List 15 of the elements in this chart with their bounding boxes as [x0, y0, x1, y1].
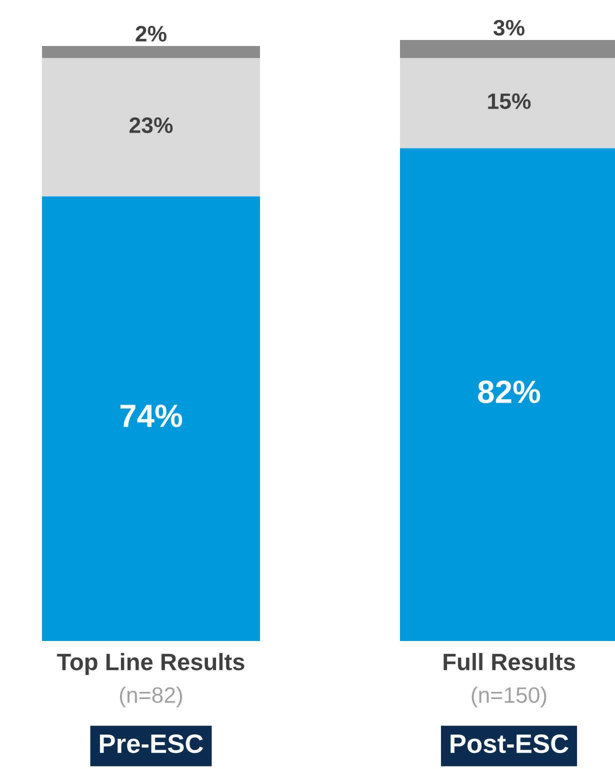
- x-tick-label: Top Line Results: [57, 652, 244, 676]
- bar: [42, 196, 260, 641]
- bar: [42, 58, 260, 196]
- text: Pre-ESC: [100, 734, 204, 754]
- text: (n=150): [472, 686, 546, 708]
- data-label: 2%: [136, 26, 166, 42]
- data-label: 23%: [130, 117, 173, 134]
- data-label: 74%: [120, 404, 182, 428]
- x-tick-label: Full Results: [444, 652, 575, 670]
- data-label: 15%: [488, 93, 531, 110]
- text: Post-ESC: [450, 734, 568, 754]
- bar: [42, 46, 260, 58]
- data-label: 82%: [478, 380, 540, 404]
- data-label: 3%: [493, 20, 524, 36]
- text: (n=82): [120, 686, 182, 708]
